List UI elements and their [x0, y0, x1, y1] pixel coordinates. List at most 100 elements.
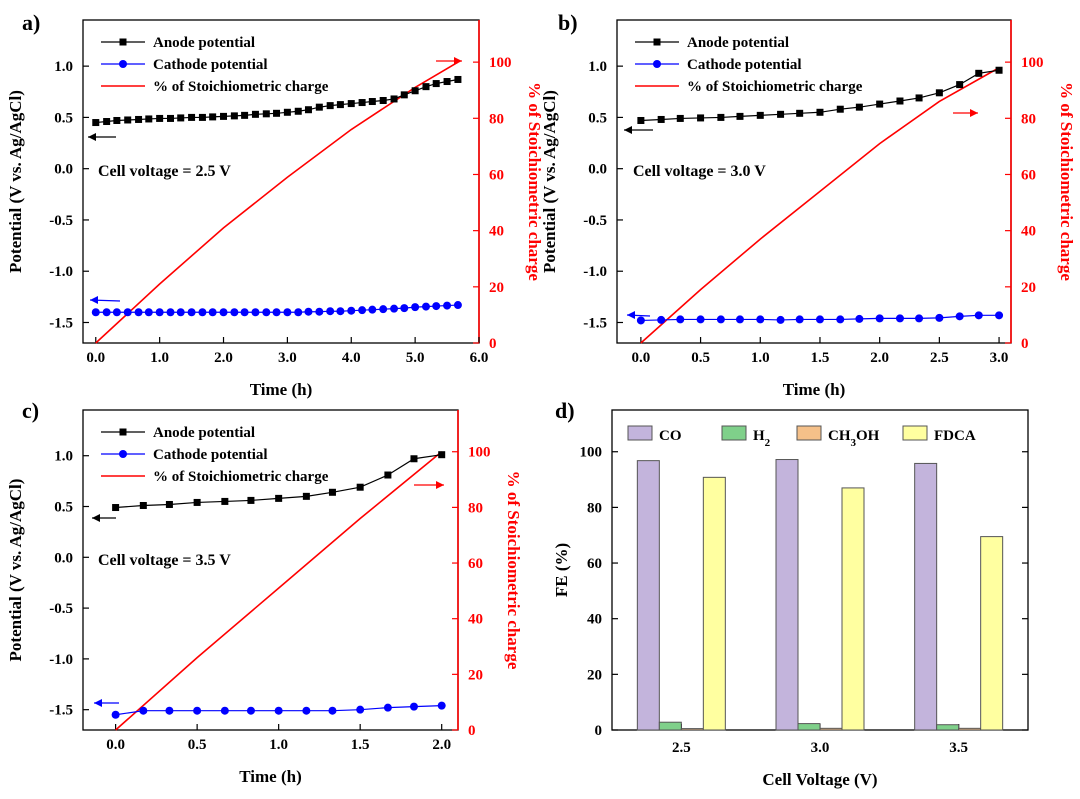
legend-entry: CO	[659, 428, 682, 444]
cathode-point	[251, 308, 260, 317]
anode-point	[198, 113, 206, 121]
anode-point	[220, 112, 228, 120]
legend-entry: % of Stoichiometric charge	[153, 469, 329, 485]
cathode-point	[166, 308, 175, 317]
anode-point	[92, 119, 100, 127]
cathode-point	[112, 308, 121, 317]
anode-point	[294, 107, 302, 115]
anode-point	[995, 66, 1003, 74]
cathode-point	[198, 308, 207, 317]
y-tick-label: 1.0	[588, 59, 607, 75]
cathode-point	[815, 315, 824, 324]
anode-point	[816, 108, 824, 116]
y-tick-label: 80	[587, 500, 602, 516]
anode-point	[411, 87, 419, 95]
anode-point	[454, 75, 462, 83]
legend-swatch	[902, 425, 928, 441]
cathode-point	[636, 316, 645, 325]
cell-voltage-note: Cell voltage = 3.5 V	[98, 552, 231, 569]
y-tick-label: 1.0	[54, 59, 73, 75]
bar	[658, 721, 682, 731]
y2-tick-label: 0	[1021, 336, 1029, 352]
y2-tick-label: 20	[1021, 280, 1036, 296]
y2-tick-label: 40	[489, 224, 504, 240]
anode-point	[336, 101, 344, 109]
cathode-point	[326, 307, 335, 316]
anode-point	[326, 102, 334, 110]
y-tick-label: -0.5	[49, 601, 73, 617]
charge-line	[95, 61, 459, 344]
arrow-head	[90, 296, 98, 304]
anode-point	[356, 483, 364, 491]
cathode-point	[165, 706, 174, 715]
anode-point	[379, 96, 387, 104]
cathode-point	[409, 702, 418, 711]
bar	[775, 459, 799, 731]
anode-point	[438, 451, 446, 459]
x-tick-label: 0.0	[632, 350, 651, 366]
cathode-point	[756, 315, 765, 324]
x-tick-label: 2.5	[930, 350, 949, 366]
y2-tick-label: 100	[489, 55, 512, 71]
charge-line	[640, 67, 1000, 344]
cathode-point	[123, 308, 132, 317]
anode-point	[358, 99, 366, 107]
anode-point	[697, 114, 705, 122]
anode-point	[676, 114, 684, 122]
x-axis-label: Cell Voltage (V)	[762, 770, 877, 789]
x-tick-label: 2.0	[870, 350, 889, 366]
legend-swatch	[721, 425, 747, 441]
legend-entry: FDCA	[934, 428, 976, 444]
anode-point	[956, 81, 964, 89]
cathode-point	[262, 308, 271, 317]
y2-tick-label: 80	[468, 500, 483, 516]
y-tick-label: -1.0	[583, 264, 607, 280]
x-tick-label: 1.5	[351, 737, 370, 753]
legend-entry: H2	[753, 428, 771, 449]
anode-point	[756, 111, 764, 119]
cathode-point	[302, 706, 311, 715]
bar	[980, 536, 1004, 731]
panel-label: a)	[22, 10, 40, 35]
y-axis-label: Potential (V vs. Ag/AgCl)	[540, 90, 559, 273]
x-tick-label: 3.5	[949, 740, 968, 756]
y-tick-label: -0.5	[49, 213, 73, 229]
y2-tick-label: 20	[489, 280, 504, 296]
anode-point	[188, 113, 196, 121]
x-tick-label: 2.0	[214, 350, 233, 366]
anode-point	[432, 80, 440, 88]
anode-point	[876, 100, 884, 108]
anode-point	[384, 471, 392, 479]
cathode-point	[246, 706, 255, 715]
cathode-point	[676, 315, 685, 324]
cathode-point	[836, 315, 845, 324]
y2-tick-label: 100	[1021, 55, 1044, 71]
panel-label: d)	[555, 398, 575, 423]
cathode-point	[915, 314, 924, 323]
anode-point	[304, 106, 312, 114]
plot-frame	[616, 19, 1012, 344]
cathode-point	[776, 315, 785, 324]
anode-point	[390, 95, 398, 103]
anode-point	[156, 114, 164, 122]
cathode-point	[347, 306, 356, 315]
anode-point	[103, 118, 111, 126]
y-tick-label: 100	[580, 445, 603, 461]
anode-point	[177, 114, 185, 122]
x-tick-label: 1.0	[751, 350, 770, 366]
legend-entry: % of Stoichiometric charge	[687, 79, 863, 95]
bar	[702, 476, 726, 731]
y-tick-label: 20	[587, 667, 602, 683]
legend-swatch	[796, 425, 822, 441]
cathode-point	[294, 308, 303, 317]
cathode-point	[657, 315, 666, 324]
legend-marker	[119, 60, 127, 68]
anode-point	[124, 116, 132, 124]
arrow-head	[970, 109, 978, 117]
cathode-point	[219, 308, 228, 317]
anode-point	[273, 109, 281, 117]
panel-1: 0.0 0.5 1.0 1.5 2.0 2.5 3.0 -1.5 -1.0 -0.5 0.0 0.5 1…	[540, 10, 1076, 399]
x-tick-label: 4.0	[342, 350, 361, 366]
arrow-head	[627, 311, 635, 319]
bar	[936, 724, 960, 731]
